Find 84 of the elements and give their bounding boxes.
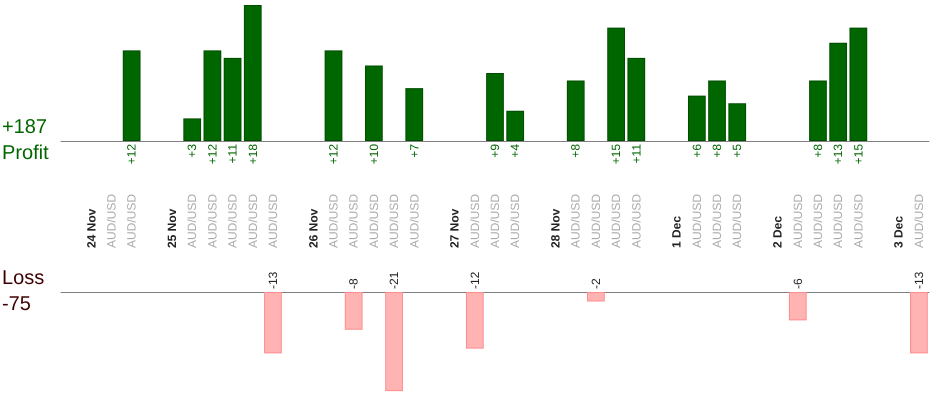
x-tick-label: AUD/USD	[710, 194, 724, 248]
data-label: +10	[366, 144, 381, 164]
bar	[607, 28, 625, 141]
bar	[204, 50, 222, 141]
bar	[708, 80, 726, 141]
bar	[486, 73, 504, 141]
data-label: -2	[588, 278, 603, 289]
x-tick-label: 3 Dec	[892, 216, 906, 248]
bar	[849, 28, 868, 141]
x-tick-label: AUD/USD	[366, 194, 381, 248]
x-tick-label: AUD/USD	[588, 194, 603, 248]
data-label: +3	[185, 144, 200, 158]
x-tick-label: 1 Dec	[670, 216, 684, 248]
bar	[405, 88, 424, 141]
data-label: +18	[246, 144, 260, 164]
x-tick-label: AUD/USD	[690, 194, 704, 248]
x-tick-label: AUD/USD	[104, 194, 118, 248]
data-label: +4	[508, 144, 522, 158]
text: Loss	[2, 267, 44, 289]
bar	[506, 110, 524, 141]
x-tick-label: AUD/USD	[790, 194, 805, 248]
data-label: +12	[205, 144, 220, 164]
data-label: +15	[609, 144, 624, 164]
data-label: -12	[468, 271, 482, 289]
x-tick-label: AUD/USD	[266, 194, 280, 248]
data-label: +11	[226, 144, 240, 164]
x-tick-label: 2 Dec	[770, 216, 785, 248]
bar	[365, 65, 383, 141]
data-label: -8	[346, 278, 361, 289]
data-label: +8	[710, 144, 724, 158]
data-label: +8	[568, 144, 583, 158]
data-label: -21	[387, 271, 402, 289]
x-tick-label: AUD/USD	[326, 194, 341, 248]
x-tick-label: AUD/USD	[730, 194, 744, 248]
bar	[566, 80, 585, 141]
data-label: +15	[851, 144, 866, 164]
x-tick-label: AUD/USD	[205, 194, 220, 248]
x-tick-label: AUD/USD	[226, 194, 240, 248]
data-label: +5	[730, 144, 744, 158]
bar	[244, 5, 262, 141]
x-tick-label: AUD/USD	[851, 194, 866, 248]
x-tick-label: AUD/USD	[629, 194, 644, 248]
x-tick-label: 24 Nov	[84, 208, 98, 248]
x-tick-label: AUD/USD	[387, 194, 402, 248]
bar	[324, 50, 342, 141]
x-tick-label: AUD/USD	[912, 194, 926, 248]
data-label: +13	[831, 144, 846, 164]
x-tick-label: AUD/USD	[488, 194, 502, 248]
x-tick-label: AUD/USD	[810, 194, 825, 248]
x-tick-label: 26 Nov	[306, 208, 320, 248]
text: -75	[2, 293, 31, 315]
x-tick-label: 25 Nov	[165, 208, 180, 248]
bar	[627, 58, 646, 141]
data-label: +9	[488, 144, 502, 158]
data-label: -13	[912, 271, 926, 289]
data-label: +8	[810, 144, 825, 158]
text: Profit	[2, 142, 50, 164]
data-label: +7	[407, 144, 422, 158]
x-tick-label: AUD/USD	[246, 194, 260, 248]
x-tick-label: AUD/USD	[346, 194, 361, 248]
x-tick-label: 27 Nov	[448, 208, 462, 248]
text: +187	[2, 116, 48, 138]
data-label: +12	[124, 144, 139, 164]
bar	[829, 42, 848, 141]
x-tick-label: AUD/USD	[609, 194, 624, 248]
x-tick-label: AUD/USD	[124, 194, 139, 248]
bar	[183, 118, 202, 141]
data-label: -6	[790, 278, 805, 289]
x-tick-label: AUD/USD	[185, 194, 200, 248]
x-tick-label: AUD/USD	[508, 194, 522, 248]
data-label: +12	[326, 144, 341, 164]
bar	[688, 96, 706, 141]
data-label: +11	[629, 144, 644, 164]
x-tick-label: AUD/USD	[468, 194, 482, 248]
x-tick-label: AUD/USD	[568, 194, 583, 248]
x-tick-label: 28 Nov	[548, 208, 563, 248]
bar	[224, 58, 242, 141]
bar	[122, 50, 141, 141]
data-label: -13	[266, 271, 280, 289]
x-tick-label: AUD/USD	[407, 194, 422, 248]
bar	[728, 103, 746, 141]
data-label: +6	[690, 144, 704, 158]
x-tick-label: AUD/USD	[831, 194, 846, 248]
bar	[809, 80, 827, 141]
